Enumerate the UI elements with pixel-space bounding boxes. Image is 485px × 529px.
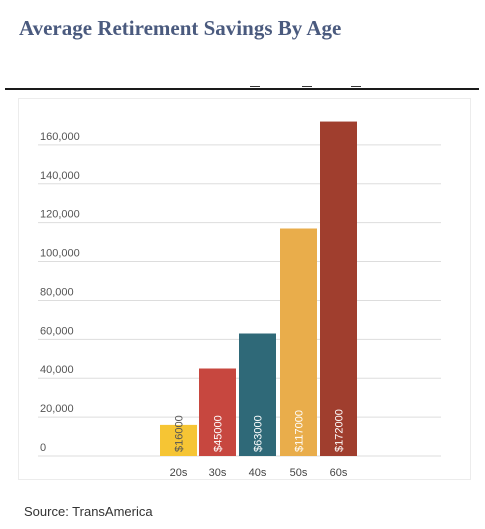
data-label: $117000 [294, 410, 306, 452]
bar-60s [320, 121, 357, 457]
bar-30s [199, 368, 236, 456]
x-tick-label: 30s [209, 467, 227, 479]
chart-frame [18, 98, 471, 480]
chart-title: Average Retirement Savings By Age [19, 16, 342, 40]
title-divider [5, 88, 479, 90]
divider-mark [351, 86, 361, 87]
y-tick-label: 140,000 [40, 170, 80, 182]
divider-mark [250, 86, 260, 87]
y-tick-label: 20,000 [40, 403, 74, 415]
y-tick-label: 40,000 [40, 364, 74, 376]
y-tick-label: 0 [40, 442, 46, 454]
y-tick-label: 80,000 [40, 286, 74, 298]
data-label: $16000 [174, 415, 186, 452]
y-tick-label: 60,000 [40, 325, 74, 337]
y-tick-label: 120,000 [40, 209, 80, 221]
data-label: $172000 [334, 409, 346, 452]
data-label: $63000 [253, 415, 265, 452]
bar-20s [160, 424, 197, 456]
y-tick-label: 100,000 [40, 248, 80, 260]
source-note: Source: TransAmerica [24, 504, 153, 519]
bar-50s [280, 228, 317, 456]
x-tick-label: 50s [290, 467, 308, 479]
y-tick-label: 160,000 [40, 131, 80, 143]
divider-mark [302, 86, 312, 87]
bar-40s [239, 333, 276, 456]
x-tick-label: 20s [170, 467, 188, 479]
data-label: $45000 [213, 415, 225, 452]
x-tick-label: 60s [330, 467, 348, 479]
x-tick-label: 40s [249, 467, 267, 479]
